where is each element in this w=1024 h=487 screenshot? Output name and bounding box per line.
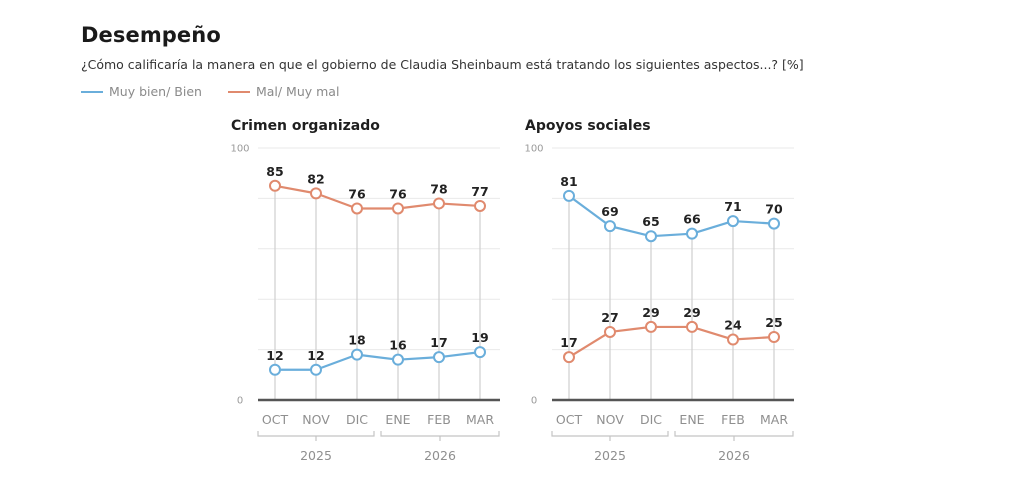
data-label-positive: 81	[560, 174, 577, 189]
data-point-positive	[645, 230, 657, 243]
data-point-positive	[474, 346, 486, 359]
year-label: 2026	[424, 448, 456, 463]
year-bracket	[674, 431, 794, 437]
year-bracket	[551, 431, 669, 437]
data-point-positive	[269, 363, 281, 376]
x-tick-label: NOV	[596, 412, 624, 427]
data-label-negative: 82	[307, 171, 324, 186]
year-label: 2025	[594, 448, 626, 463]
data-point-negative	[645, 320, 657, 333]
data-point-negative	[392, 202, 404, 215]
x-tick-label: ENE	[385, 412, 410, 427]
y-tick-label: 100	[230, 144, 249, 155]
data-point-positive	[392, 353, 404, 366]
data-label-negative: 76	[389, 186, 407, 201]
chart-title: Crimen organizado	[231, 118, 380, 134]
y-tick-label: 0	[237, 396, 243, 407]
x-tick-label: MAR	[466, 412, 494, 427]
data-point-negative	[351, 202, 363, 215]
x-tick-label: ENE	[679, 412, 704, 427]
data-point-negative	[310, 187, 322, 200]
data-point-positive	[727, 215, 739, 228]
data-point-negative	[768, 331, 780, 343]
data-label-positive: 17	[430, 335, 447, 350]
data-label-negative: 27	[601, 310, 618, 325]
year-bracket	[257, 431, 375, 437]
series-line-negative	[568, 325, 775, 359]
data-label-positive: 66	[683, 212, 701, 227]
data-label-negative: 29	[683, 305, 700, 320]
data-point-positive	[310, 363, 322, 376]
year-label: 2025	[300, 448, 332, 463]
data-point-positive	[686, 227, 698, 240]
data-point-negative	[269, 179, 281, 192]
data-label-positive: 70	[765, 202, 783, 217]
data-label-negative: 77	[471, 184, 488, 199]
x-tick-label: DIC	[346, 412, 368, 427]
x-tick-label: MAR	[760, 412, 788, 427]
series-line-positive	[568, 194, 775, 238]
legend-label-positive: Muy bien/ Bien	[109, 84, 202, 99]
data-point-positive	[604, 220, 616, 233]
data-label-negative: 78	[430, 181, 447, 196]
legend-swatch-negative	[227, 90, 250, 93]
data-point-positive	[768, 217, 780, 230]
data-label-negative: 24	[724, 318, 742, 333]
data-point-positive	[563, 189, 575, 202]
data-label-positive: 19	[471, 330, 488, 345]
x-tick-label: DIC	[640, 412, 662, 427]
page-title: Desempeño	[81, 23, 221, 47]
data-point-negative	[686, 320, 698, 333]
data-point-negative	[563, 351, 575, 364]
chart-panel-1: Crimen organizado 0 100 OCT NOV DIC ENE FEB MAR 2…	[230, 118, 500, 463]
data-label-negative: 76	[348, 186, 366, 201]
data-label-negative: 17	[560, 335, 577, 350]
page-subtitle: ¿Cómo calificaría la manera en que el go…	[81, 57, 804, 72]
data-point-positive	[351, 348, 363, 361]
chart-title: Apoyos sociales	[525, 118, 651, 134]
legend-swatch-positive	[81, 90, 103, 93]
data-label-positive: 12	[307, 348, 324, 363]
x-tick-label: OCT	[556, 412, 583, 427]
data-label-positive: 71	[724, 199, 741, 214]
data-label-negative: 85	[266, 164, 283, 179]
data-point-negative	[474, 199, 486, 212]
year-label: 2026	[718, 448, 750, 463]
series-line-positive	[275, 351, 481, 371]
series-line-negative	[274, 184, 481, 210]
x-tick-label: NOV	[302, 412, 330, 427]
data-point-negative	[604, 325, 616, 338]
data-point-positive	[433, 351, 445, 364]
data-label-positive: 12	[266, 348, 283, 363]
data-label-negative: 29	[642, 305, 659, 320]
data-label-negative: 25	[765, 315, 782, 330]
y-tick-label: 0	[531, 396, 537, 407]
legend-label-negative: Mal/ Muy mal	[255, 84, 340, 99]
x-tick-label: FEB	[721, 412, 745, 427]
legend: Muy bien/ Bien Mal/ Muy mal	[81, 84, 339, 99]
x-tick-label: FEB	[427, 412, 451, 427]
data-label-positive: 16	[389, 338, 407, 353]
data-label-positive: 65	[642, 214, 659, 229]
legend-item-positive: Muy bien/ Bien	[81, 84, 202, 99]
year-bracket	[380, 431, 500, 437]
data-label-positive: 18	[348, 333, 365, 348]
chart-panel-2: Apoyos sociales 0 100 OCT NOV DIC ENE FEB MAR 202…	[524, 118, 794, 463]
data-point-negative	[727, 333, 739, 346]
legend-item-negative: Mal/ Muy mal	[227, 84, 340, 99]
y-tick-label: 100	[524, 144, 543, 155]
x-tick-label: OCT	[262, 412, 289, 427]
data-label-positive: 69	[601, 204, 618, 219]
data-point-negative	[433, 197, 445, 210]
